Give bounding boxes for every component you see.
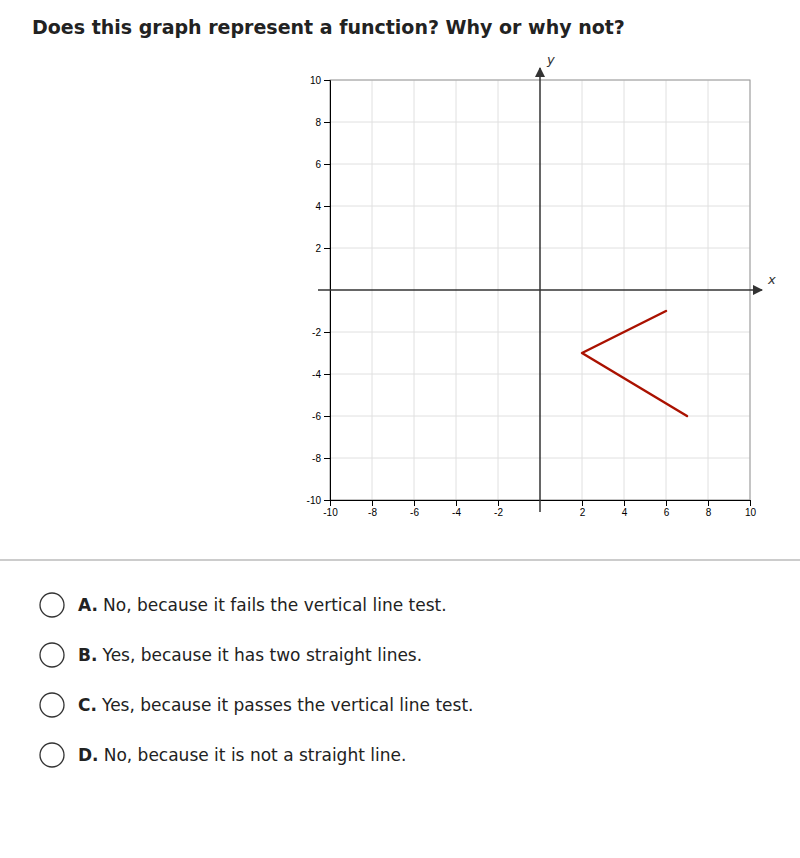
y-tick: 2 — [315, 243, 330, 254]
x-tick-mark — [414, 500, 415, 506]
x-tick: 2 — [580, 500, 586, 518]
x-tick: -10 — [323, 500, 338, 518]
y-axis-label: y — [546, 52, 555, 67]
x-tick-mark — [708, 500, 709, 506]
y-tick-label: -2 — [312, 327, 321, 338]
choice-body: No, because it fails the vertical line t… — [103, 595, 447, 615]
x-tick-label: -2 — [494, 507, 503, 518]
choice: A.No, because it fails the vertical line… — [40, 593, 447, 617]
figure: Does this graph represent a function? Wh… — [0, 0, 800, 858]
y-tick-mark — [324, 122, 330, 123]
y-tick-mark — [324, 164, 330, 165]
y-tick-label: -6 — [312, 411, 321, 422]
choice-bullet — [40, 693, 64, 717]
x-tick-mark — [624, 500, 625, 506]
x-tick: 4 — [622, 500, 628, 518]
y-tick-mark — [324, 374, 330, 375]
choice-body: Yes, because it passes the vertical line… — [101, 695, 473, 715]
y-tick: 8 — [315, 117, 330, 128]
choice-text: B.Yes, because it has two straight lines… — [78, 645, 422, 665]
y-tick-mark — [324, 80, 330, 81]
y-tick: -2 — [312, 327, 330, 338]
x-tick-label: -4 — [452, 507, 461, 518]
y-tick-label: 2 — [315, 243, 321, 254]
x-tick-label: -8 — [368, 507, 377, 518]
choice-label: B. — [78, 645, 97, 665]
y-tick-mark — [324, 458, 330, 459]
y-tick-label: 6 — [315, 159, 321, 170]
choice-text: A.No, because it fails the vertical line… — [78, 595, 447, 615]
y-tick-mark — [324, 416, 330, 417]
y-tick: -10 — [307, 495, 330, 506]
choice-bullet — [40, 743, 64, 767]
choice-label: D. — [78, 745, 99, 765]
y-tick-label: 8 — [315, 117, 321, 128]
y-tick-label: -10 — [307, 495, 322, 506]
y-tick-mark — [324, 332, 330, 333]
x-tick-mark — [750, 500, 751, 506]
title: Does this graph represent a function? Wh… — [32, 16, 625, 38]
choice-bullet — [40, 643, 64, 667]
y-tick-label: 4 — [315, 201, 321, 212]
x-tick: 8 — [706, 500, 712, 518]
y-tick-label: 10 — [310, 75, 322, 86]
choice-bullet — [40, 593, 64, 617]
y-tick-mark — [324, 206, 330, 207]
choice-body: No, because it is not a straight line. — [104, 745, 407, 765]
x-tick-mark — [666, 500, 667, 506]
choice: D.No, because it is not a straight line. — [40, 743, 406, 767]
x-tick: -8 — [368, 500, 377, 518]
x-tick-label: 2 — [580, 507, 586, 518]
origin-axes — [318, 68, 762, 512]
choice-body: Yes, because it has two straight lines. — [102, 645, 423, 665]
x-tick-label: 8 — [706, 507, 712, 518]
choice: C.Yes, because it passes the vertical li… — [40, 693, 473, 717]
x-tick-mark — [498, 500, 499, 506]
y-tick-label: -8 — [312, 453, 321, 464]
choices: A.No, because it fails the vertical line… — [40, 593, 473, 767]
x-tick-mark — [582, 500, 583, 506]
y-tick: -6 — [312, 411, 330, 422]
x-tick-label: 4 — [622, 507, 628, 518]
x-tick-mark — [372, 500, 373, 506]
x-tick-label: 6 — [664, 507, 670, 518]
x-tick-label: -10 — [323, 507, 338, 518]
marks — [582, 311, 687, 416]
choice-text: D.No, because it is not a straight line. — [78, 745, 406, 765]
x-tick-label: 10 — [745, 507, 757, 518]
choice-label: C. — [78, 695, 97, 715]
x-tick: -6 — [410, 500, 419, 518]
choice-label: A. — [78, 595, 98, 615]
x-tick: -2 — [494, 500, 503, 518]
y-tick: -4 — [312, 369, 330, 380]
y-tick: 10 — [310, 75, 330, 86]
choice: B.Yes, because it has two straight lines… — [40, 643, 422, 667]
x-tick-mark — [456, 500, 457, 506]
y-tick: 4 — [315, 201, 330, 212]
x-axis-label: x — [767, 272, 776, 287]
y-tick-mark — [324, 248, 330, 249]
y-tick: 6 — [315, 159, 330, 170]
separator — [0, 560, 800, 561]
y-origin-axis — [539, 68, 541, 512]
y-tick-mark — [324, 500, 330, 501]
x-tick: 10 — [745, 500, 757, 518]
x-tick-label: -6 — [410, 507, 419, 518]
choice-text: C.Yes, because it passes the vertical li… — [78, 695, 473, 715]
data-line — [582, 311, 687, 416]
x-tick: -4 — [452, 500, 461, 518]
y-tick-label: -4 — [312, 369, 321, 380]
x-tick: 6 — [664, 500, 670, 518]
y-tick: -8 — [312, 453, 330, 464]
